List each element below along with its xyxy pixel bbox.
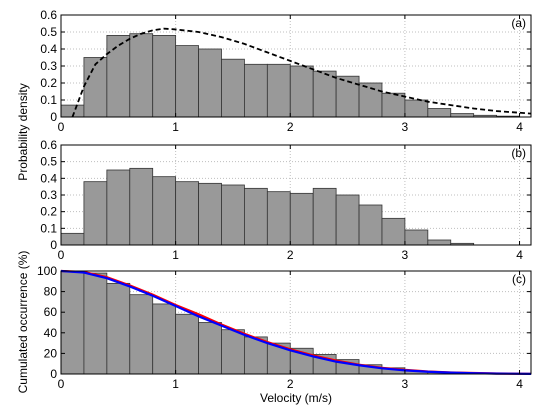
- histogram-bar: [198, 48, 222, 118]
- histogram-bar: [129, 33, 154, 118]
- panel-label: (c): [512, 272, 526, 286]
- xtick-label: 4: [516, 120, 523, 134]
- ytick-label: 100: [37, 264, 57, 278]
- fit-curve-dashed: [71, 27, 532, 118]
- ytick-label: 0.2: [40, 205, 57, 219]
- ytick-label: 0: [50, 238, 57, 252]
- histogram-bar: [404, 229, 429, 246]
- axes-frame: [60, 270, 532, 375]
- histogram-bar: [221, 58, 245, 118]
- panel-a: 00.10.20.30.40.50.60 1 2 3 4(a): [40, 8, 532, 134]
- histogram-bar: [129, 294, 154, 375]
- xtick-label: 0: [58, 248, 65, 262]
- histogram-bar: [335, 75, 360, 118]
- ytick-label: 0.5: [40, 155, 57, 169]
- histogram-bar: [175, 45, 199, 118]
- ytick-label: 0.2: [40, 76, 57, 90]
- ytick-label: 0: [50, 110, 57, 124]
- ytick-label: 20: [44, 346, 58, 360]
- xtick-label: 2: [287, 248, 294, 262]
- histogram-bar: [427, 239, 452, 246]
- histogram-bar: [106, 282, 131, 375]
- histogram-bar: [152, 35, 177, 118]
- xtick-label: 1: [172, 248, 179, 262]
- xlabel-velocity: Velocity (m/s): [260, 391, 332, 405]
- ytick-label: 0.1: [40, 93, 57, 107]
- ytick-label: 0.3: [40, 59, 57, 73]
- xtick-label: 4: [516, 377, 523, 391]
- xtick-label: 2: [287, 120, 294, 134]
- histogram-bar: [152, 303, 177, 375]
- ytick-label: 0.4: [40, 171, 57, 185]
- histogram-bar: [60, 232, 85, 246]
- xtick-label: 2: [287, 377, 294, 391]
- histogram-bar: [450, 113, 475, 118]
- ytick-label: 0.1: [40, 221, 57, 235]
- ytick-label: 0.6: [40, 8, 57, 22]
- xtick-label: 0: [58, 377, 65, 391]
- histogram-bar: [427, 108, 452, 118]
- histogram-bar: [312, 70, 337, 118]
- histogram-bar: [221, 329, 245, 375]
- xtick-label: 4: [516, 248, 523, 262]
- ytick-label: 0.4: [40, 42, 57, 56]
- histogram-bar: [312, 187, 337, 246]
- ytick-label: 80: [44, 285, 58, 299]
- histogram-bar: [198, 182, 222, 246]
- panel-label: (b): [511, 146, 526, 160]
- histogram-bar: [404, 99, 429, 118]
- histogram-bar: [83, 57, 108, 118]
- panel-b: 00.10.20.30.40.50.60 1 2 3 4(b): [40, 138, 532, 262]
- histogram-bar: [381, 92, 406, 118]
- ytick-label: 60: [44, 305, 58, 319]
- ylabel-probability-density: Probability density: [16, 83, 30, 180]
- histogram-bar: [106, 169, 131, 246]
- histogram-bar: [244, 63, 268, 118]
- ytick-label: 0: [50, 367, 57, 381]
- ytick-label: 40: [44, 326, 58, 340]
- histogram-bar: [198, 322, 222, 375]
- histogram-bar: [60, 270, 85, 375]
- xtick-label: 3: [402, 120, 409, 134]
- xtick-label: 1: [172, 120, 179, 134]
- histogram-bar: [152, 176, 177, 246]
- panel-label: (a): [511, 16, 526, 30]
- curve-blue: [60, 269, 532, 375]
- histogram-bar: [83, 181, 108, 246]
- histogram-bar: [106, 35, 131, 118]
- xtick-label: 3: [402, 248, 409, 262]
- histogram-bar: [358, 204, 383, 246]
- ytick-label: 0.6: [40, 138, 57, 152]
- xtick-label: 3: [402, 377, 409, 391]
- ytick-label: 0.3: [40, 188, 57, 202]
- histogram-bar: [175, 181, 199, 246]
- histogram-bar: [335, 194, 360, 246]
- histogram-bar: [289, 192, 314, 246]
- histogram-bar: [266, 63, 291, 118]
- histogram-bar: [244, 187, 268, 246]
- ytick-label: 0.5: [40, 25, 57, 39]
- xtick-label: 1: [172, 377, 179, 391]
- panel-c: 0 20 40 60 80 100 0 1 2 3 4 (c): [37, 264, 532, 391]
- histogram-bar: [266, 191, 291, 246]
- histogram-bar: [221, 184, 245, 246]
- histogram-bar: [175, 313, 199, 375]
- histogram-bar: [83, 272, 108, 375]
- histogram-bar: [129, 167, 154, 246]
- histogram-bar: [289, 65, 314, 118]
- histogram-bar: [381, 217, 406, 246]
- ylabel-cumulated-occurrence: Cumulated occurrence (%): [16, 251, 30, 394]
- xtick-label: 0: [58, 120, 65, 134]
